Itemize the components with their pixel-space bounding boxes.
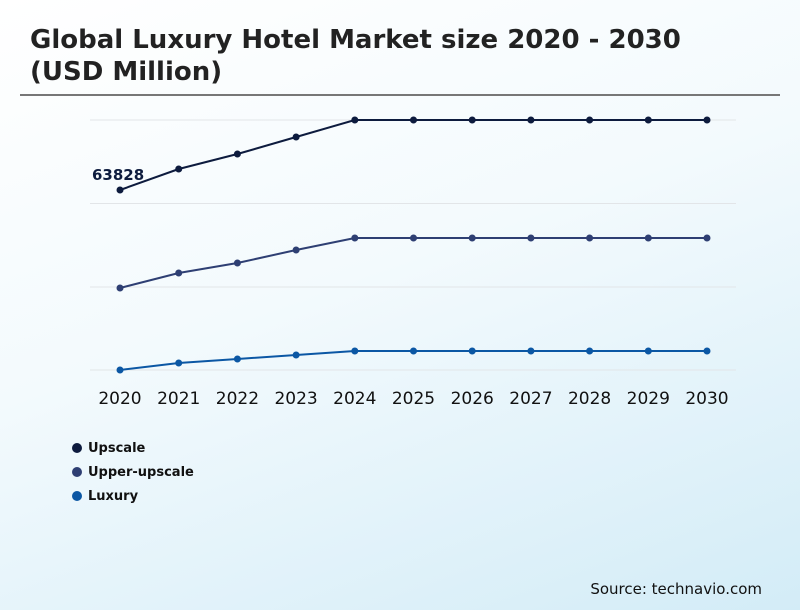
- data-point: [586, 116, 594, 124]
- legend-label: Upper-upscale: [88, 464, 194, 480]
- data-point: [292, 351, 300, 359]
- chart-title: Global Luxury Hotel Market size 2020 - 2…: [30, 25, 681, 87]
- data-point: [175, 359, 183, 367]
- data-point: [116, 186, 124, 194]
- data-point: [410, 347, 417, 355]
- data-point: [644, 116, 652, 124]
- legend: Upscale Upper-upscale Luxury: [72, 436, 194, 508]
- data-point: [527, 347, 535, 355]
- x-tick-label: 2030: [685, 389, 728, 409]
- legend-marker-icon: [72, 491, 82, 501]
- data-point: [292, 246, 300, 254]
- data-point: [468, 347, 476, 355]
- data-point: [527, 116, 535, 124]
- data-point: [116, 284, 124, 292]
- legend-label: Upscale: [88, 440, 146, 456]
- x-tick-label: 2026: [451, 389, 494, 409]
- data-point: [351, 347, 359, 355]
- x-tick-label: 2020: [98, 389, 141, 409]
- data-point: [527, 234, 535, 242]
- source-text: Source: technavio.com: [590, 580, 762, 598]
- data-point: [351, 234, 359, 242]
- data-point: [703, 347, 711, 355]
- data-point: [703, 234, 711, 242]
- x-tick-label: 2021: [157, 389, 200, 409]
- data-point: [175, 269, 183, 277]
- series-line-upper-upscale: [119, 237, 707, 289]
- legend-item: Upper-upscale: [72, 460, 194, 484]
- data-point: [586, 234, 594, 242]
- data-point: [116, 366, 124, 374]
- legend-item: Upscale: [72, 436, 194, 460]
- series-line-upscale: [119, 119, 707, 191]
- data-point: [410, 116, 417, 124]
- data-point: [703, 116, 711, 124]
- legend-item: Luxury: [72, 484, 194, 508]
- data-point: [233, 259, 241, 267]
- x-tick-label: 2029: [627, 389, 670, 409]
- title-divider: [20, 94, 780, 96]
- data-label: 63828: [92, 166, 144, 184]
- data-point: [644, 234, 652, 242]
- data-point: [468, 234, 476, 242]
- data-point: [175, 165, 183, 173]
- x-tick-label: 2022: [216, 389, 259, 409]
- data-point: [292, 133, 300, 141]
- legend-marker-icon: [72, 443, 82, 453]
- data-point: [468, 116, 476, 124]
- legend-marker-icon: [72, 467, 82, 477]
- data-point: [233, 150, 241, 158]
- data-point: [351, 116, 359, 124]
- x-tick-label: 2028: [568, 389, 611, 409]
- data-point: [644, 347, 652, 355]
- data-point: [586, 347, 594, 355]
- legend-label: Luxury: [88, 488, 139, 504]
- data-point: [410, 234, 417, 242]
- data-point: [233, 355, 241, 363]
- x-tick-label: 2024: [333, 389, 376, 409]
- x-tick-label: 2027: [509, 389, 552, 409]
- x-tick-label: 2023: [274, 389, 317, 409]
- x-tick-label: 2025: [392, 389, 435, 409]
